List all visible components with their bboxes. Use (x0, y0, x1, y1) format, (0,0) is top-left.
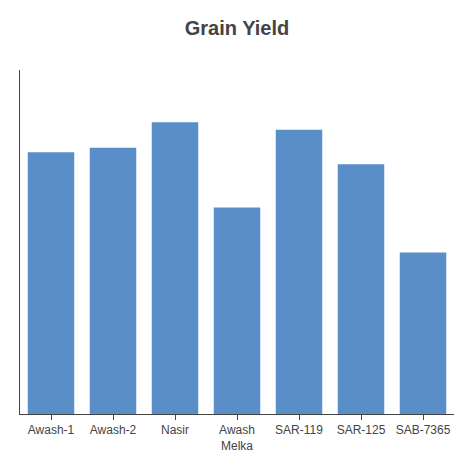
svg-text:SAB-7365: SAB-7365 (396, 423, 451, 437)
svg-text:SAR-125: SAR-125 (337, 423, 386, 437)
svg-text:Nasir: Nasir (161, 423, 189, 437)
svg-text:Awash-1: Awash-1 (28, 423, 75, 437)
svg-text:Awash-2: Awash-2 (90, 423, 137, 437)
svg-text:AwashMelka: AwashMelka (219, 423, 255, 453)
svg-text:SAR-119: SAR-119 (275, 423, 323, 437)
svg-text:Grain Yield: Grain Yield (185, 17, 289, 39)
